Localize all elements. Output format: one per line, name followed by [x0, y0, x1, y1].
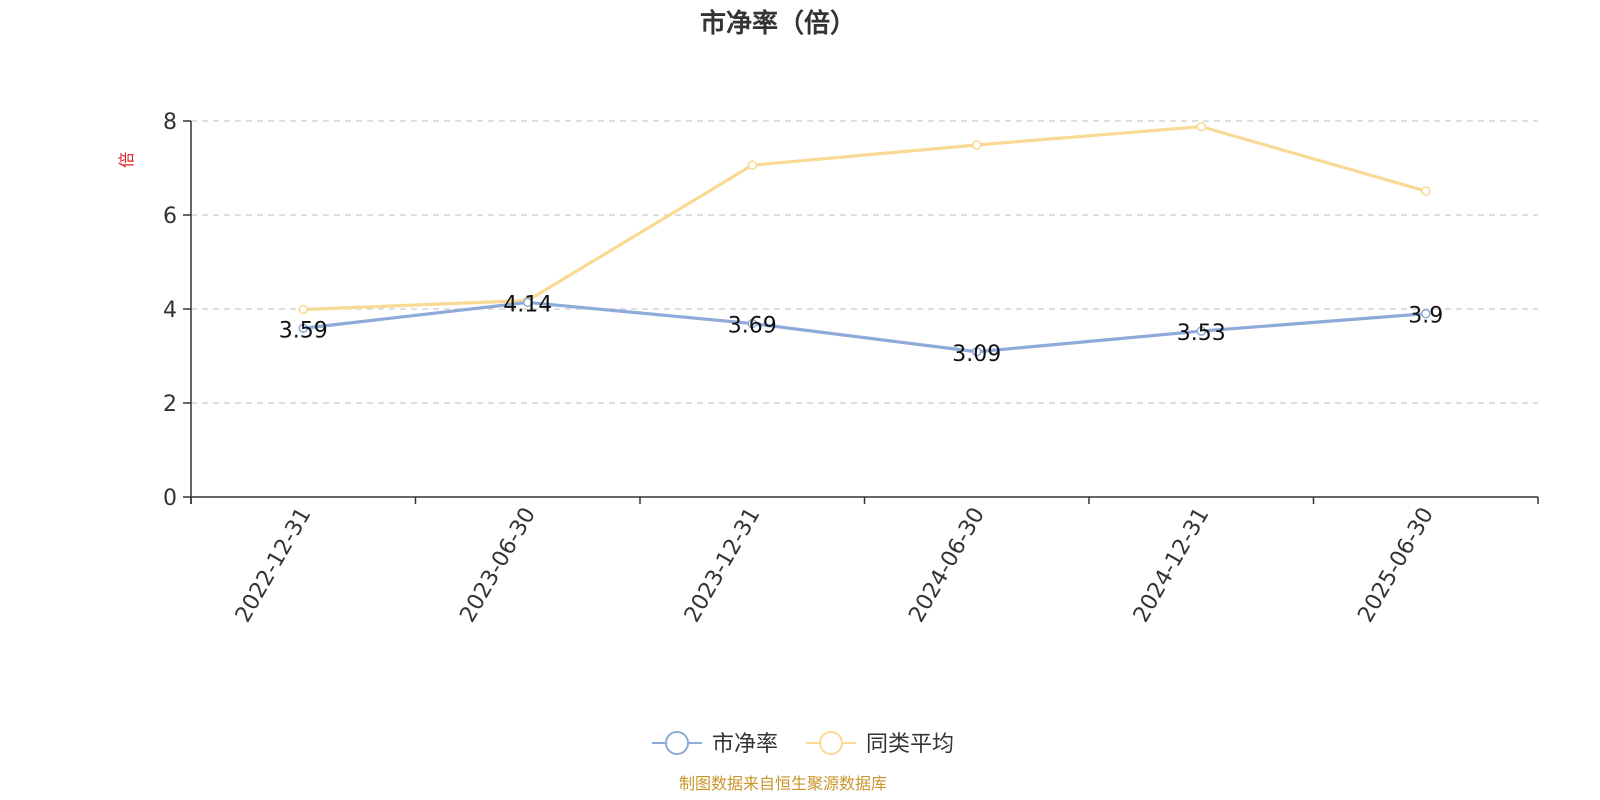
data-point [1421, 186, 1431, 196]
legend-item[interactable]: 同类平均 [806, 731, 954, 757]
data-point [523, 297, 533, 308]
y-tick-label: 4 [163, 298, 177, 323]
data-label: 3.53 [1177, 321, 1226, 346]
data-point [747, 318, 757, 329]
legend-label: 市净率 [712, 732, 778, 757]
axes: 0 2 4 6 8 2022-12-31 2023-06-30 2023-12-31 2024-… [163, 110, 1539, 627]
data-label: 3.09 [952, 342, 1001, 367]
y-tick-label: 2 [163, 392, 177, 417]
data-point [298, 323, 308, 334]
x-tick-label: 2023-12-31 [680, 504, 766, 627]
data-label: 3.69 [728, 314, 777, 339]
data-point [972, 347, 982, 357]
legend-circle-icon [665, 731, 689, 755]
chart-title: 市净率（倍） [700, 8, 856, 39]
data-point [972, 140, 982, 150]
x-tick-label: 2022-12-31 [231, 504, 317, 627]
series-line [303, 300, 1426, 354]
data-label: 3.59 [279, 318, 328, 343]
y-tick-label: 8 [163, 110, 177, 135]
legend[interactable]: 市净率 同类平均 [652, 731, 954, 757]
series-lines [298, 121, 1431, 357]
data-point [298, 304, 308, 315]
y-tick-label: 0 [163, 486, 177, 511]
data-point [1196, 121, 1206, 132]
data-label: 3.9 [1408, 304, 1443, 329]
data-point [1421, 308, 1431, 319]
source-note: 制图数据来自恒生聚源数据库 [679, 774, 887, 793]
legend-item[interactable]: 市净率 [652, 731, 778, 757]
data-labels: 3.59 4.14 3.69 3.09 3.53 3.9 [279, 292, 1443, 366]
y-axis-unit-label: 倍 [117, 152, 136, 168]
y-tick-label: 6 [163, 204, 177, 229]
legend-circle-icon [819, 731, 843, 755]
x-tick-label: 2023-06-30 [455, 504, 541, 627]
data-point [747, 160, 757, 170]
x-tick-label: 2024-12-31 [1129, 504, 1215, 627]
series-line [303, 125, 1427, 312]
data-point [1196, 326, 1206, 336]
x-tick-label: 2025-06-30 [1353, 504, 1439, 627]
x-tick-label: 2024-06-30 [904, 504, 990, 627]
grid-lines [191, 120, 1538, 404]
legend-label: 同类平均 [866, 732, 954, 757]
data-label: 4.14 [503, 292, 552, 317]
